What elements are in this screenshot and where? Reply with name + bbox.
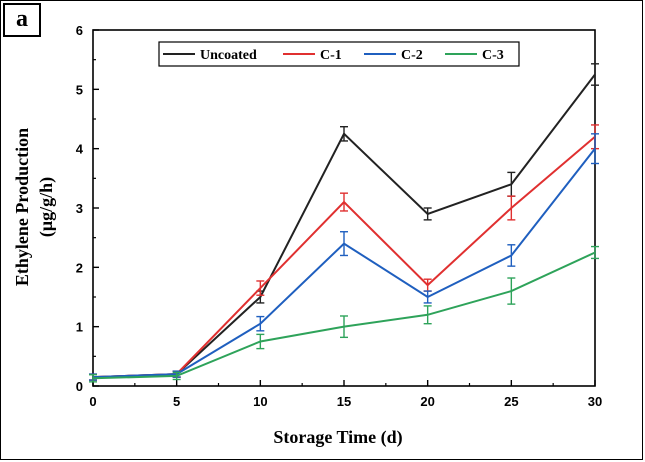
x-axis-title: Storage Time (d) — [273, 427, 402, 448]
x-tick-label: 5 — [173, 394, 180, 409]
y-axis-title-line1: Ethylene Production — [12, 128, 32, 286]
x-tick-label: 10 — [253, 394, 267, 409]
y-tick-label: 6 — [76, 23, 83, 38]
y-axis-title-line2: (μg/g/h) — [36, 177, 57, 237]
y-tick-label: 0 — [76, 379, 83, 394]
y-tick-label: 1 — [76, 320, 83, 335]
legend-label-uncoated: Uncoated — [200, 48, 257, 63]
x-tick-label: 30 — [588, 394, 602, 409]
x-tick-label: 0 — [89, 394, 96, 409]
y-tick-label: 2 — [76, 260, 83, 275]
legend-label-c-2: C-2 — [401, 48, 423, 63]
y-tick-label: 4 — [76, 142, 84, 157]
x-tick-label: 25 — [504, 394, 518, 409]
y-tick-label: 3 — [76, 201, 83, 216]
x-tick-label: 20 — [420, 394, 434, 409]
legend-label-c-3: C-3 — [482, 48, 504, 63]
y-tick-label: 5 — [76, 82, 83, 97]
panel-label: a — [3, 3, 41, 37]
x-tick-label: 15 — [337, 394, 351, 409]
series-line-c-2 — [92, 148, 596, 379]
legend-label-c-1: C-1 — [320, 48, 342, 63]
